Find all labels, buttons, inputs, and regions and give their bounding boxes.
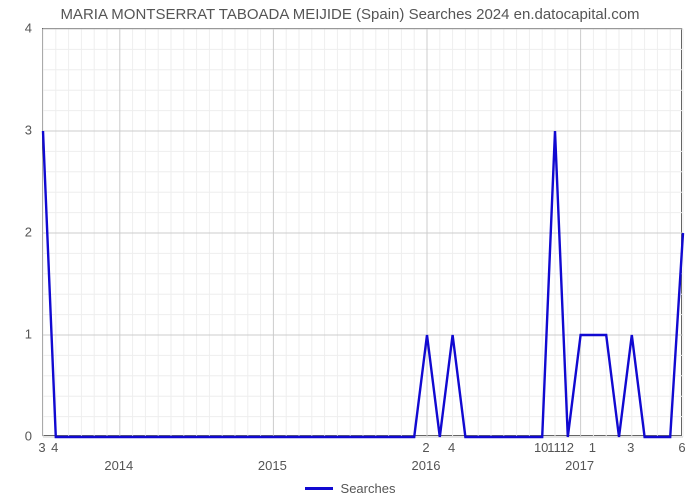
x-spike-label: 3 bbox=[38, 440, 45, 455]
y-tick-label: 0 bbox=[0, 429, 32, 444]
y-tick-label: 3 bbox=[0, 123, 32, 138]
legend-label: Searches bbox=[341, 481, 396, 496]
chart-plot-area bbox=[42, 28, 682, 436]
x-spike-label: 4 bbox=[448, 440, 455, 455]
legend-swatch bbox=[305, 487, 333, 490]
x-year-label: 2017 bbox=[565, 458, 594, 473]
chart-legend: Searches bbox=[0, 481, 700, 496]
chart-title: MARIA MONTSERRAT TABOADA MEIJIDE (Spain)… bbox=[0, 6, 700, 23]
y-tick-label: 4 bbox=[0, 21, 32, 36]
x-year-label: 2014 bbox=[104, 458, 133, 473]
x-spike-label: 1 bbox=[589, 440, 596, 455]
y-tick-label: 2 bbox=[0, 225, 32, 240]
y-tick-label: 1 bbox=[0, 327, 32, 342]
x-spike-label: 10 bbox=[534, 440, 548, 455]
x-year-label: 2016 bbox=[412, 458, 441, 473]
x-spike-label: 6 bbox=[678, 440, 685, 455]
x-spike-label: 2 bbox=[422, 440, 429, 455]
x-spike-label: 12 bbox=[560, 440, 574, 455]
x-spike-label: 3 bbox=[627, 440, 634, 455]
x-year-label: 2015 bbox=[258, 458, 287, 473]
x-spike-label: 4 bbox=[51, 440, 58, 455]
chart-svg bbox=[43, 29, 683, 437]
